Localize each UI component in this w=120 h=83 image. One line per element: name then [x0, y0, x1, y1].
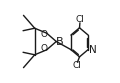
- Text: N: N: [89, 45, 97, 55]
- Text: B: B: [56, 37, 63, 46]
- Text: Cl: Cl: [75, 15, 84, 24]
- Text: Cl: Cl: [73, 61, 82, 70]
- Text: O: O: [41, 44, 48, 53]
- Text: O: O: [41, 30, 48, 39]
